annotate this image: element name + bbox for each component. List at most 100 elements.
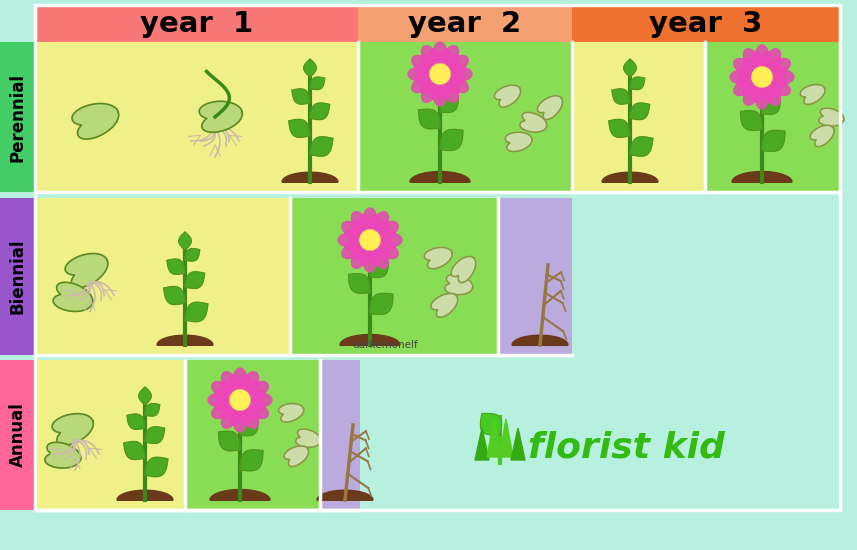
Polygon shape [630, 137, 653, 156]
Polygon shape [45, 442, 81, 468]
Ellipse shape [440, 49, 450, 64]
Polygon shape [487, 419, 501, 457]
Polygon shape [310, 103, 330, 120]
Polygon shape [800, 85, 825, 104]
Ellipse shape [734, 80, 752, 96]
Ellipse shape [374, 250, 388, 268]
Circle shape [430, 64, 450, 84]
Polygon shape [65, 254, 108, 288]
Ellipse shape [380, 230, 395, 240]
Ellipse shape [351, 212, 367, 230]
Ellipse shape [422, 84, 436, 102]
Polygon shape [289, 119, 310, 138]
Ellipse shape [446, 80, 459, 94]
Polygon shape [340, 334, 400, 345]
Bar [0, 360, 35, 510]
Ellipse shape [220, 406, 234, 420]
Ellipse shape [730, 70, 750, 84]
Ellipse shape [230, 410, 241, 425]
Ellipse shape [422, 46, 436, 64]
Polygon shape [608, 119, 630, 138]
Ellipse shape [415, 73, 430, 84]
Polygon shape [164, 287, 185, 305]
Polygon shape [167, 259, 185, 274]
Ellipse shape [351, 246, 364, 260]
Ellipse shape [415, 64, 430, 75]
Ellipse shape [771, 67, 788, 78]
Ellipse shape [737, 76, 752, 87]
Ellipse shape [756, 45, 769, 65]
Text: darkemonelf: darkemonelf [352, 340, 417, 350]
Ellipse shape [421, 54, 434, 68]
Bar [35, 360, 185, 510]
Bar [358, 5, 572, 42]
Polygon shape [512, 335, 568, 345]
Ellipse shape [212, 382, 231, 397]
Ellipse shape [446, 54, 459, 68]
Ellipse shape [743, 83, 756, 96]
Ellipse shape [440, 84, 450, 99]
Ellipse shape [221, 410, 237, 428]
Ellipse shape [737, 67, 752, 78]
Ellipse shape [761, 52, 772, 68]
Polygon shape [279, 404, 303, 422]
Ellipse shape [369, 250, 380, 265]
Polygon shape [185, 272, 205, 288]
Ellipse shape [434, 86, 446, 106]
Ellipse shape [430, 84, 440, 99]
Polygon shape [240, 450, 263, 471]
Ellipse shape [342, 222, 360, 236]
Ellipse shape [249, 399, 265, 410]
Polygon shape [511, 428, 525, 460]
Text: year  2: year 2 [409, 9, 522, 37]
Bar [290, 198, 498, 355]
Polygon shape [185, 302, 208, 322]
Polygon shape [145, 427, 165, 443]
Polygon shape [127, 414, 145, 430]
Ellipse shape [351, 250, 367, 268]
Polygon shape [440, 96, 458, 113]
Ellipse shape [421, 80, 434, 94]
Polygon shape [53, 282, 93, 311]
Polygon shape [630, 103, 650, 120]
Polygon shape [117, 490, 173, 500]
Ellipse shape [772, 58, 790, 74]
Ellipse shape [215, 399, 231, 410]
Polygon shape [451, 256, 476, 283]
Ellipse shape [212, 404, 231, 419]
Ellipse shape [233, 412, 247, 432]
Polygon shape [520, 112, 547, 132]
Polygon shape [303, 59, 316, 77]
Bar [705, 42, 840, 192]
Ellipse shape [249, 390, 265, 400]
Ellipse shape [443, 46, 458, 64]
Ellipse shape [338, 234, 358, 246]
Ellipse shape [772, 80, 790, 96]
Ellipse shape [771, 76, 788, 87]
Ellipse shape [765, 49, 781, 67]
Polygon shape [72, 103, 118, 139]
Polygon shape [732, 172, 792, 182]
Ellipse shape [345, 239, 361, 250]
Bar [0, 42, 35, 192]
Ellipse shape [215, 390, 231, 400]
Polygon shape [145, 457, 168, 477]
Bar [35, 42, 358, 192]
Bar [35, 198, 290, 355]
Ellipse shape [351, 221, 364, 234]
Polygon shape [440, 129, 463, 151]
Polygon shape [740, 111, 762, 130]
Text: year  3: year 3 [650, 9, 763, 37]
Polygon shape [284, 446, 309, 466]
Polygon shape [818, 108, 844, 126]
Ellipse shape [765, 87, 781, 105]
Polygon shape [475, 428, 489, 460]
Ellipse shape [408, 68, 428, 80]
Circle shape [230, 390, 250, 410]
Polygon shape [157, 335, 213, 345]
Polygon shape [145, 404, 159, 416]
Ellipse shape [360, 215, 370, 230]
Bar [320, 360, 360, 510]
Ellipse shape [743, 58, 756, 71]
Polygon shape [612, 89, 630, 104]
